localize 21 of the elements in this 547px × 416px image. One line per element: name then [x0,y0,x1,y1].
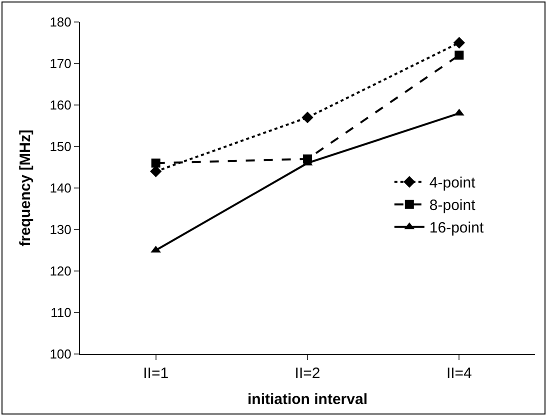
x-tick-label: II=2 [294,365,320,382]
point [454,50,464,60]
y-axis-title: frequency [MHz] [16,130,34,246]
legend-label: 8-point [429,197,476,214]
y-tick-label: 170 [50,56,72,72]
x-tick-label: II=1 [143,365,169,382]
y-tick-label: 160 [50,98,72,113]
point [302,112,314,124]
point [453,36,466,49]
y-tick-label: 140 [50,180,72,196]
point [151,158,160,168]
y-tick-label: 130 [50,222,72,238]
y-tick-label: 110 [50,305,72,320]
x-tick-label: II=4 [446,365,472,382]
x-axis-title: initiation interval [247,391,368,408]
legend-label: 16-point [429,220,484,237]
legend-label: 4-point [429,174,476,192]
y-tick-label: 100 [50,346,72,362]
y-tick-label: 150 [50,139,72,154]
y-tick-label: 120 [50,264,72,279]
y-tick-label: 180 [50,14,72,30]
